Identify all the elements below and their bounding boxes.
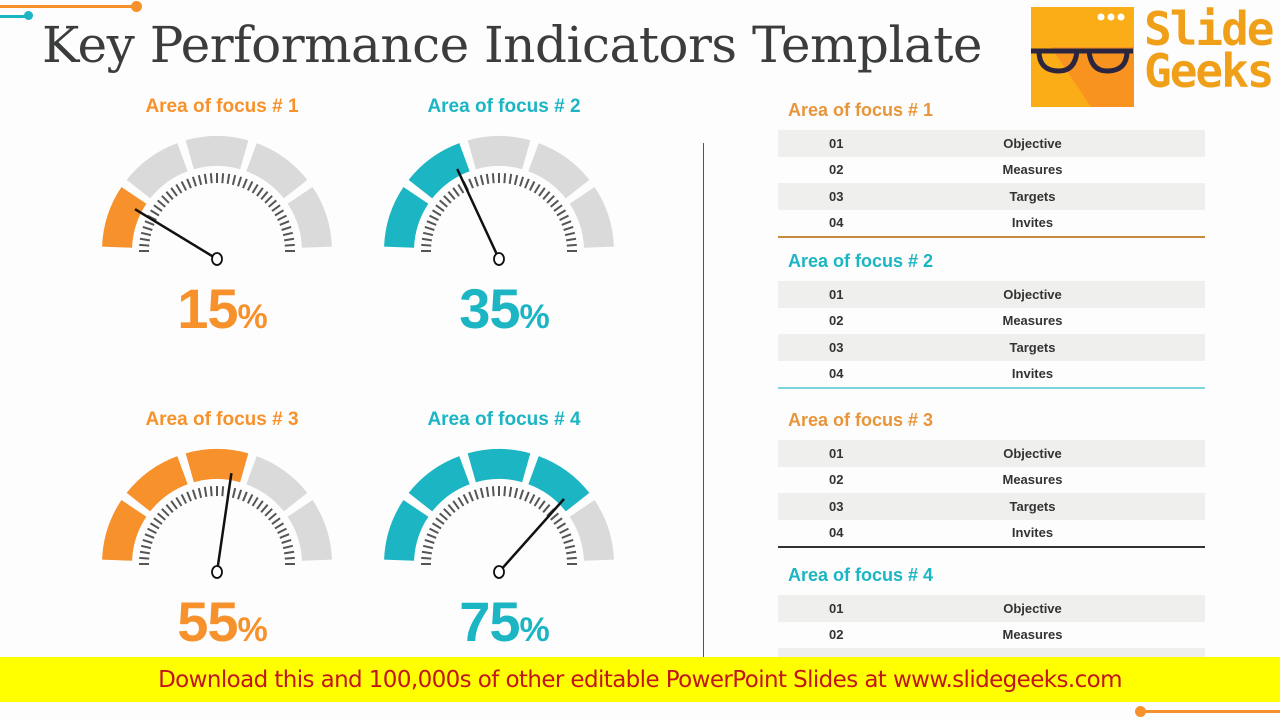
kpi-table-title: Area of focus # 4 xyxy=(788,565,934,585)
slidegeeks-wordmark: Slide Geeks xyxy=(1144,2,1274,98)
decor-line-teal xyxy=(0,15,28,18)
gauge-1: Area of focus # 1 15% xyxy=(92,96,352,356)
decor-dot-teal xyxy=(24,11,33,20)
decor-line-orange xyxy=(0,5,136,8)
table-row: 01 Objective xyxy=(778,281,1205,308)
table-row: 04 Invites xyxy=(829,215,1054,231)
vertical-divider xyxy=(703,143,704,658)
table-row: 01 Objective xyxy=(778,595,1205,622)
gauge-dial xyxy=(384,136,614,266)
gauge-value: 15% xyxy=(177,277,268,340)
table-row: 03 Targets xyxy=(778,493,1205,520)
table-row: 01 Objective xyxy=(778,130,1205,157)
table-row: 02 Measures xyxy=(829,313,1063,329)
gauge-label: Area of focus # 3 xyxy=(145,409,299,430)
gauge-dial xyxy=(102,449,332,579)
gauge-3: Area of focus # 3 55% xyxy=(92,409,352,669)
gauge-value: 55% xyxy=(177,590,268,653)
page-title: Key Performance Indicators Template xyxy=(42,16,982,74)
table-row: 04 Invites xyxy=(829,525,1054,541)
kpi-table-2: Area of focus # 2 01 Objective 02 Measures… xyxy=(778,251,1205,389)
table-row: 02 Measures xyxy=(829,472,1063,488)
kpi-table-title: Area of focus # 3 xyxy=(788,410,934,430)
kpi-table-title: Area of focus # 1 xyxy=(788,100,934,120)
table-row: 02 Measures xyxy=(829,162,1063,178)
table-row: 03 Targets xyxy=(778,183,1205,210)
kpi-table-title: Area of focus # 2 xyxy=(788,251,934,271)
download-banner[interactable]: Download this and 100,000s of other edit… xyxy=(0,657,1280,702)
glasses-icon xyxy=(1031,48,1133,74)
decor-dot-orange-bottom xyxy=(1135,706,1146,717)
gauge-dial xyxy=(102,136,332,266)
table-rule xyxy=(778,546,1205,548)
gauge-label: Area of focus # 4 xyxy=(427,409,581,430)
table-row: 01 Objective xyxy=(778,440,1205,467)
gauge-4: Area of focus # 4 75% xyxy=(374,409,634,669)
decor-dot-orange xyxy=(131,1,142,12)
table-row: 02 Measures xyxy=(829,627,1063,643)
table-rule xyxy=(778,236,1205,238)
decor-line-orange-bottom xyxy=(1140,710,1280,713)
kpi-table-1: Area of focus # 1 01 Objective 02 Measures… xyxy=(778,100,1205,238)
table-row: 03 Targets xyxy=(778,334,1205,361)
gauge-value: 75% xyxy=(459,590,550,653)
gauge-label: Area of focus # 1 xyxy=(145,96,299,117)
table-rule xyxy=(778,387,1205,389)
banner-text[interactable]: Download this and 100,000s of other edit… xyxy=(158,666,1122,693)
gauge-label: Area of focus # 2 xyxy=(427,96,581,117)
slidegeeks-logo xyxy=(1031,7,1134,107)
gauge-value: 35% xyxy=(459,277,550,340)
kpi-table-3: Area of focus # 3 01 Objective 02 Measures… xyxy=(778,410,1205,548)
table-row: 04 Invites xyxy=(829,366,1054,382)
gauge-dial xyxy=(384,449,614,579)
gauge-2: Area of focus # 2 35% xyxy=(374,96,634,356)
